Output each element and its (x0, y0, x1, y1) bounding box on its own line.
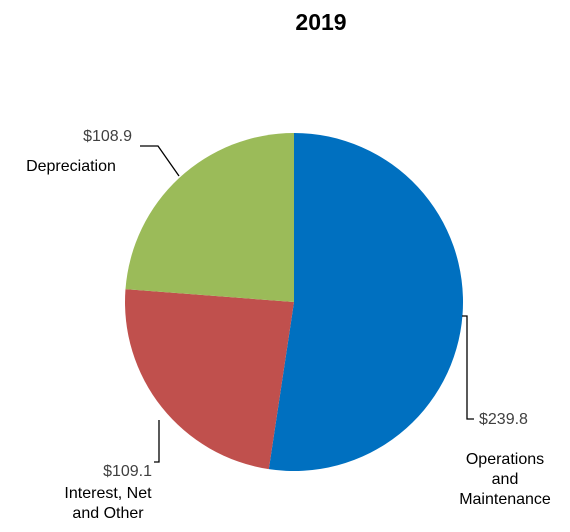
chart-title: 2019 (295, 9, 346, 35)
slice-value-label: $109.1 (103, 463, 152, 480)
pie-labels: $239.8 Operations and Maintenance $109.1 Inte… (26, 128, 551, 522)
slice-name-line: and (492, 471, 519, 488)
pie-slices (125, 133, 464, 471)
slice-name-label: Operations and Maintenance (459, 451, 551, 508)
slice-name-line: Operations (466, 451, 544, 468)
slice-name-label: Interest, Net and Other (64, 485, 152, 522)
pie-slice-interest-net-and-other (125, 289, 294, 470)
leader-line (462, 315, 474, 420)
leader-line (140, 145, 180, 177)
slice-name-line: and Other (72, 505, 144, 522)
leader-line (154, 420, 160, 463)
slice-name-line: Interest, Net (64, 485, 152, 502)
slice-value-label: $239.8 (479, 411, 528, 428)
pie-slice-depreciation (125, 133, 295, 302)
pie-slice-operations-and-maintenance (268, 133, 464, 471)
slice-name-line: Depreciation (26, 158, 116, 175)
slice-name-label: Depreciation (26, 158, 116, 175)
slice-value-label: $108.9 (83, 128, 132, 145)
slice-name-line: Maintenance (459, 491, 551, 508)
